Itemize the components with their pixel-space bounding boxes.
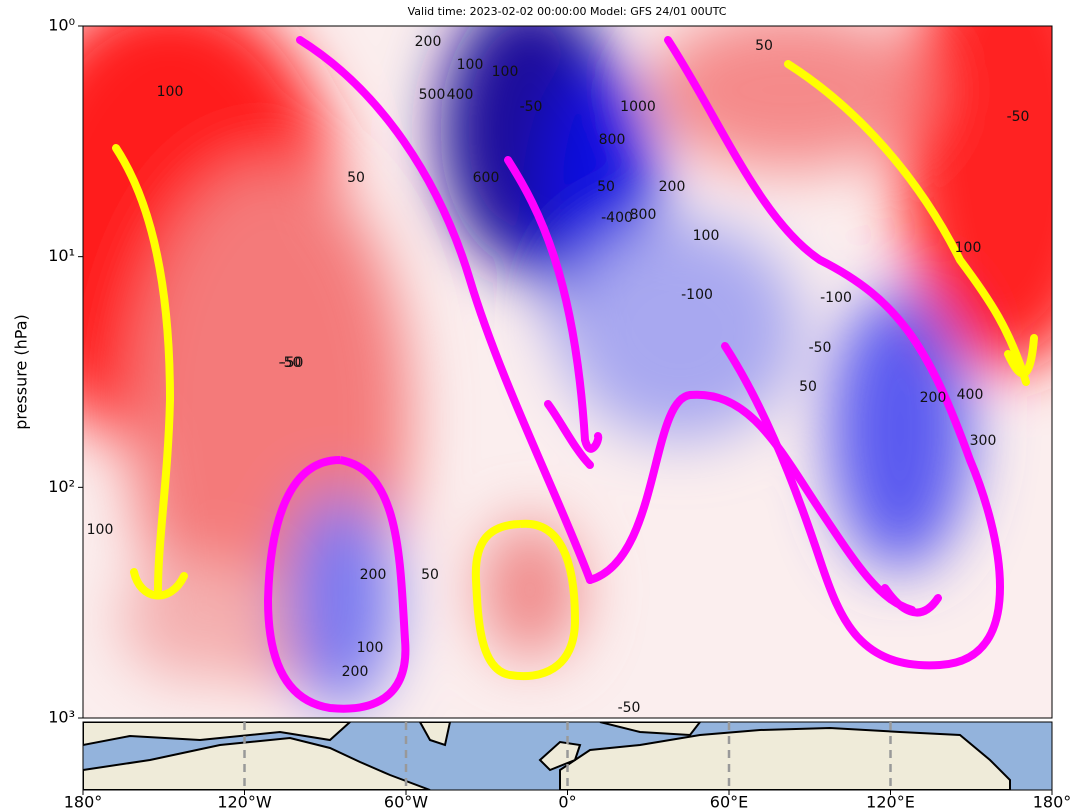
- contour-label: 50: [799, 379, 817, 395]
- y-tick-label: 10³: [48, 708, 75, 727]
- contour-label: 50: [421, 567, 439, 583]
- contour-label: 200: [360, 567, 387, 583]
- contour-label: 300: [970, 433, 997, 449]
- contour-label: 800: [630, 207, 657, 223]
- contour-label: 200: [920, 390, 947, 406]
- contour-label: -50: [279, 355, 302, 371]
- y-tick-label: 10²: [48, 477, 75, 496]
- contour-label: -100: [681, 287, 713, 303]
- x-tick-label: 0°: [558, 793, 576, 811]
- x-tick-label: 120°W: [217, 793, 272, 811]
- contour-label: 200: [415, 34, 442, 50]
- plot-frame: [82, 25, 1053, 719]
- x-tick-label: 120°E: [866, 793, 915, 811]
- contour-label: -50: [809, 340, 832, 356]
- contour-label: 100: [157, 84, 184, 100]
- contour-label: -50: [281, 355, 304, 371]
- contour-label: 100: [357, 640, 384, 656]
- contour-label: 500: [419, 87, 446, 103]
- contour-label: 100: [492, 64, 519, 80]
- contour-label: 100: [955, 240, 982, 256]
- contour-label: 400: [447, 87, 474, 103]
- contour-label: 50: [347, 170, 365, 186]
- y-axis-label: pressure (hPa): [12, 314, 31, 430]
- contour-label: 200: [342, 664, 369, 680]
- contour-label: 1000: [620, 99, 656, 115]
- contour-label: 100: [457, 57, 484, 73]
- contour-label: 100: [87, 522, 114, 538]
- contour-label: 800: [599, 132, 626, 148]
- contour-label: -400: [601, 210, 633, 226]
- contour-label: -100: [820, 290, 852, 306]
- x-tick-label: 180°: [64, 793, 103, 811]
- chart-title: Valid time: 2023-02-02 00:00:00 Model: G…: [408, 5, 727, 18]
- contour-label: -50: [1007, 109, 1030, 125]
- x-tick-label: 180°: [1033, 793, 1072, 811]
- contour-label: -50: [618, 700, 641, 716]
- y-tick-label: 10¹: [48, 246, 75, 265]
- y-tick-label: 10⁰: [48, 16, 75, 35]
- contour-label: 200: [659, 179, 686, 195]
- contour-label: 600: [473, 170, 500, 186]
- contour-label: 50: [597, 179, 615, 195]
- contour-label: 100: [693, 228, 720, 244]
- x-tick-label: 60°E: [710, 793, 748, 811]
- contour-label: 400: [957, 387, 984, 403]
- field: [83, 26, 1052, 718]
- contour-label: -50: [520, 99, 543, 115]
- x-tick-label: 60°W: [384, 793, 428, 811]
- contour-label: 50: [755, 38, 773, 54]
